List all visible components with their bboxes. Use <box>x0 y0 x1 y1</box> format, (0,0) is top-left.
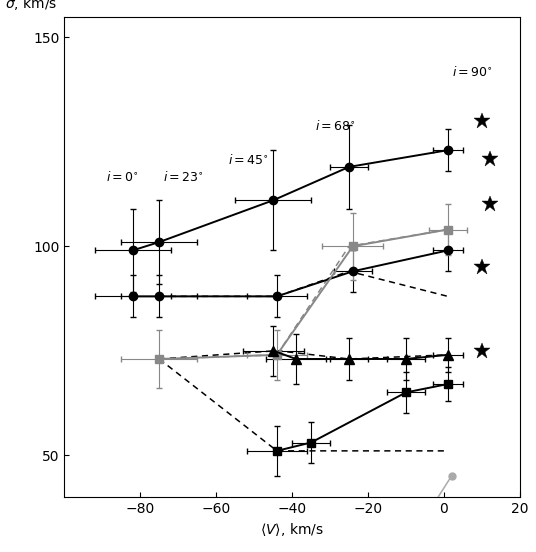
Text: $i = 45^{\circ}$: $i = 45^{\circ}$ <box>228 153 269 167</box>
Text: $i = 90^{\circ}$: $i = 90^{\circ}$ <box>451 65 493 79</box>
X-axis label: $\langle V \rangle$, km/s: $\langle V \rangle$, km/s <box>260 521 324 538</box>
Text: $\sigma$, km/s: $\sigma$, km/s <box>5 0 57 12</box>
Text: $i = 0^{\circ}$: $i = 0^{\circ}$ <box>106 169 139 184</box>
Text: $i = 23^{\circ}$: $i = 23^{\circ}$ <box>163 169 204 184</box>
Text: $i = 68^{\circ}$: $i = 68^{\circ}$ <box>315 119 356 134</box>
